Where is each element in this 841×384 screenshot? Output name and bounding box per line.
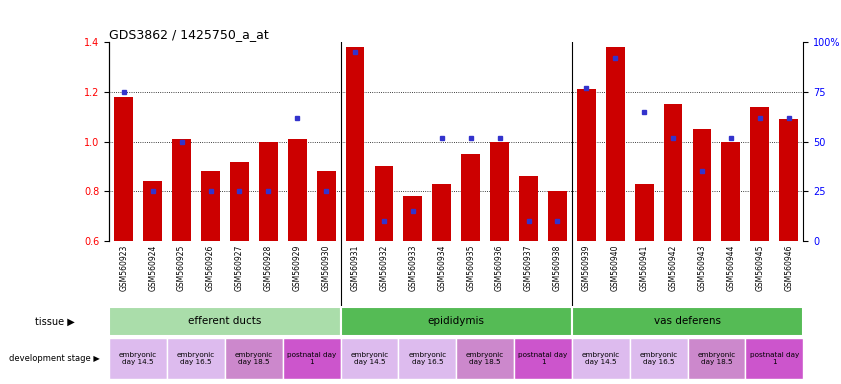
Text: GSM560936: GSM560936 [495,244,504,291]
Text: GSM560944: GSM560944 [727,244,735,291]
Text: GSM560938: GSM560938 [553,244,562,291]
Text: GSM560926: GSM560926 [206,244,215,291]
Bar [172,139,191,241]
Text: GSM560927: GSM560927 [235,244,244,291]
FancyBboxPatch shape [109,338,167,379]
FancyBboxPatch shape [456,338,514,379]
FancyBboxPatch shape [283,338,341,379]
Text: embryonic
day 14.5: embryonic day 14.5 [119,352,157,365]
Bar [693,129,711,241]
Bar [288,139,307,241]
Text: postnatal day
1: postnatal day 1 [749,352,799,365]
Text: GSM560946: GSM560946 [784,244,793,291]
Text: vas deferens: vas deferens [654,316,721,326]
Text: GSM560941: GSM560941 [640,244,648,291]
Text: epididymis: epididymis [428,316,484,326]
FancyBboxPatch shape [572,338,630,379]
Text: efferent ducts: efferent ducts [188,316,262,326]
FancyBboxPatch shape [572,307,803,336]
Bar [577,89,595,241]
Bar [114,97,133,241]
FancyBboxPatch shape [745,338,803,379]
Text: postnatal day
1: postnatal day 1 [518,352,568,365]
Bar [750,107,770,241]
Text: GSM560939: GSM560939 [582,244,591,291]
Text: development stage ▶: development stage ▶ [9,354,100,363]
Text: GSM560942: GSM560942 [669,244,678,291]
Text: embryonic
day 18.5: embryonic day 18.5 [466,352,505,365]
Text: embryonic
day 16.5: embryonic day 16.5 [408,352,447,365]
Text: GSM560928: GSM560928 [264,244,272,291]
FancyBboxPatch shape [341,338,399,379]
FancyBboxPatch shape [687,338,745,379]
Text: GSM560935: GSM560935 [466,244,475,291]
FancyBboxPatch shape [514,338,572,379]
Text: GSM560929: GSM560929 [293,244,302,291]
Text: GSM560940: GSM560940 [611,244,620,291]
FancyBboxPatch shape [109,307,341,336]
Bar [462,154,480,241]
Bar [664,104,682,241]
Bar [259,142,278,241]
Bar [201,171,220,241]
Bar [722,142,740,241]
Bar [346,47,364,241]
Text: tissue ▶: tissue ▶ [34,316,75,326]
Bar [635,184,653,241]
Bar [432,184,451,241]
Text: embryonic
day 16.5: embryonic day 16.5 [639,352,678,365]
Bar [606,47,625,241]
Text: GSM560930: GSM560930 [321,244,331,291]
Text: embryonic
day 14.5: embryonic day 14.5 [582,352,620,365]
Text: GSM560943: GSM560943 [697,244,706,291]
Bar [548,191,567,241]
Text: GSM560925: GSM560925 [177,244,186,291]
Bar [404,196,422,241]
Text: embryonic
day 16.5: embryonic day 16.5 [177,352,215,365]
Text: GSM560931: GSM560931 [351,244,360,291]
Bar [519,176,538,241]
Text: embryonic
day 18.5: embryonic day 18.5 [697,352,736,365]
Text: GSM560933: GSM560933 [409,244,417,291]
FancyBboxPatch shape [399,338,456,379]
Bar [317,171,336,241]
FancyBboxPatch shape [225,338,283,379]
Text: GSM560923: GSM560923 [119,244,129,291]
Text: GSM560945: GSM560945 [755,244,764,291]
Text: GSM560937: GSM560937 [524,244,533,291]
Bar [490,142,509,241]
Bar [143,181,162,241]
Bar [230,162,249,241]
Text: GDS3862 / 1425750_a_at: GDS3862 / 1425750_a_at [109,28,269,41]
Bar [374,167,394,241]
FancyBboxPatch shape [341,307,572,336]
Text: GSM560934: GSM560934 [437,244,447,291]
FancyBboxPatch shape [167,338,225,379]
FancyBboxPatch shape [630,338,687,379]
Text: GSM560932: GSM560932 [379,244,389,291]
Text: embryonic
day 18.5: embryonic day 18.5 [235,352,273,365]
Bar [780,119,798,241]
Text: GSM560924: GSM560924 [148,244,157,291]
Text: embryonic
day 14.5: embryonic day 14.5 [351,352,389,365]
Text: postnatal day
1: postnatal day 1 [287,352,336,365]
